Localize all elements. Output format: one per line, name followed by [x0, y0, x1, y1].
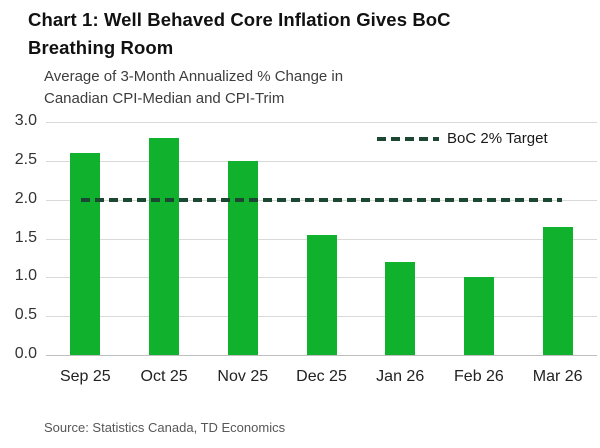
y-tick-label: 0.0 [14, 345, 37, 363]
chart-subtitle: Average of 3-Month Annualized % Change i… [44, 66, 343, 110]
bar-oct-25 [149, 137, 180, 355]
legend: BoC 2% Target [377, 130, 548, 147]
chart-subtitle-line2: Canadian CPI-Median and CPI-Trim [44, 90, 285, 107]
legend-label: BoC 2% Target [447, 130, 548, 147]
bar-nov-25 [227, 160, 258, 355]
y-tick-label: 3.0 [14, 112, 37, 130]
chart-title: Chart 1: Well Behaved Core Inflation Giv… [28, 6, 451, 62]
source-note: Source: Statistics Canada, TD Economics [44, 420, 286, 435]
bar-feb-26 [463, 277, 494, 355]
x-tick-label: Jan 26 [376, 368, 425, 385]
bar-dec-25 [306, 234, 337, 355]
y-tick-label: 1.0 [14, 267, 37, 285]
chart-subtitle-line1: Average of 3-Month Annualized % Change i… [44, 68, 344, 85]
x-tick-label: Oct 25 [140, 368, 188, 385]
x-tick-label: Dec 25 [296, 368, 347, 385]
x-tick-label: Sep 25 [59, 368, 111, 385]
dashed-line-swatch-icon [377, 136, 439, 141]
y-tick-label: 0.5 [14, 306, 37, 324]
bar-jan-26 [385, 261, 416, 355]
boc-target-line [81, 197, 562, 202]
y-tick-label: 2.0 [14, 189, 37, 207]
x-tick-label: Mar 26 [532, 368, 583, 385]
chart-title-line1: Chart 1: Well Behaved Core Inflation Giv… [28, 9, 451, 30]
x-tick-label: Nov 25 [217, 368, 269, 385]
bar-mar-26 [542, 226, 573, 355]
y-tick-label: 2.5 [14, 150, 37, 168]
plot-area: BoC 2% Target 0.0 0.5 1.0 1.5 2.0 2.5 3.0 Sep 2… [15, 112, 597, 385]
y-tick-label: 1.5 [14, 228, 37, 246]
bar-sep-25 [70, 153, 101, 355]
x-tick-label: Feb 26 [454, 368, 504, 385]
x-axis-line [46, 355, 597, 356]
gridline [46, 122, 597, 123]
gridline [46, 160, 597, 162]
chart-title-line2: Breathing Room [28, 37, 174, 58]
